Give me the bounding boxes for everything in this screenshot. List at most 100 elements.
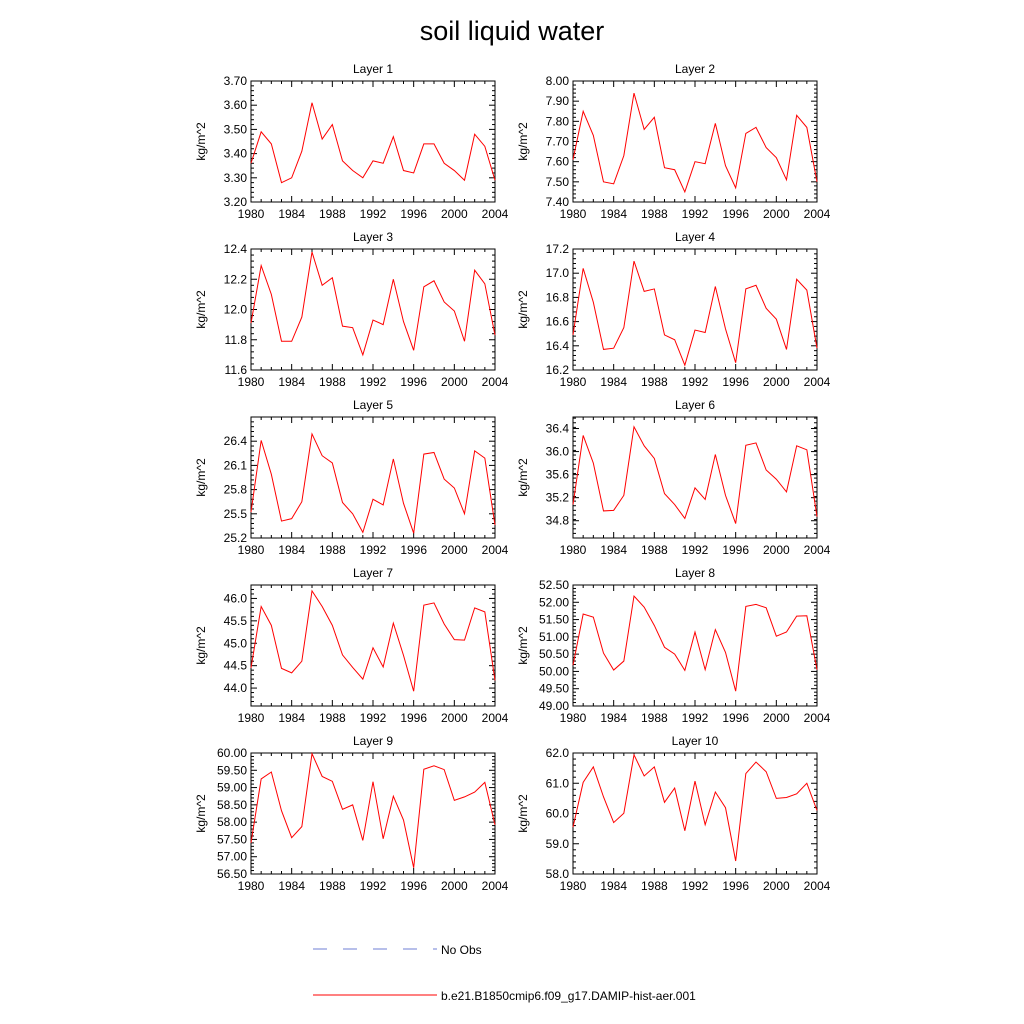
x-tick-label: 1988	[319, 375, 346, 389]
x-tick-label: 1984	[600, 879, 627, 893]
y-tick-label: 26.1	[224, 458, 248, 472]
x-tick-label: 1992	[682, 207, 709, 221]
y-axis-label: kg/m^2	[516, 626, 530, 665]
y-axis-label: kg/m^2	[194, 122, 208, 161]
y-tick-label: 16.6	[546, 315, 570, 329]
x-tick-label: 1988	[641, 543, 668, 557]
y-tick-label: 50.00	[539, 664, 569, 678]
x-tick-label: 1984	[278, 711, 305, 725]
series-line	[250, 251, 496, 357]
x-tick-label: 1992	[360, 879, 387, 893]
panel-title: Layer 7	[353, 566, 393, 580]
x-tick-label: 1984	[600, 543, 627, 557]
panel-title: Layer 10	[672, 734, 719, 748]
y-tick-label: 46.0	[224, 591, 248, 605]
y-tick-label: 49.50	[539, 682, 569, 696]
panel-layer-4: Layer 4 1980 1984 1988 1992 1996 2000 2004 16.2 1…	[516, 230, 831, 389]
series-line	[250, 102, 496, 184]
x-tick-label: 1996	[400, 375, 427, 389]
series-line	[572, 260, 818, 367]
x-tick-label: 2000	[441, 879, 468, 893]
panel-title: Layer 9	[353, 734, 393, 748]
y-tick-label: 17.0	[546, 266, 570, 280]
y-tick-label: 7.80	[546, 114, 570, 128]
x-tick-label: 1988	[641, 375, 668, 389]
y-tick-label: 12.2	[224, 272, 248, 286]
series-line	[250, 432, 496, 534]
y-tick-label: 7.70	[546, 135, 570, 149]
y-tick-label: 56.50	[217, 867, 247, 881]
y-tick-label: 3.70	[224, 74, 248, 88]
x-tick-label: 1988	[319, 207, 346, 221]
panel-title: Layer 6	[675, 398, 715, 412]
series-line	[250, 589, 496, 692]
series-line	[572, 753, 818, 862]
x-tick-label: 1996	[722, 375, 749, 389]
y-tick-label: 57.00	[217, 850, 247, 864]
panel-layer-2: Layer 2 1980 1984 1988 1992 1996 2000 2004 7.40 7…	[516, 62, 831, 221]
y-tick-label: 11.6	[225, 363, 248, 377]
panel-layer-9: Layer 9 1980 1984 1988 1992 1996 2000 2004 56.50…	[194, 734, 509, 893]
panel-layer-6: Layer 6 1980 1984 1988 1992 1996 2000 2004 34.8 3…	[516, 398, 831, 557]
y-tick-label: 34.8	[546, 514, 570, 528]
y-tick-label: 62.0	[546, 746, 570, 760]
y-tick-label: 12.4	[224, 242, 248, 256]
y-tick-label: 36.4	[546, 422, 570, 436]
y-tick-label: 58.00	[217, 815, 247, 829]
y-axis-label: kg/m^2	[194, 290, 208, 329]
y-tick-label: 44.0	[224, 681, 248, 695]
x-tick-label: 1988	[319, 711, 346, 725]
x-tick-label: 1996	[722, 879, 749, 893]
y-tick-label: 44.5	[224, 659, 248, 673]
y-tick-label: 52.50	[539, 578, 569, 592]
panel-layer-7: Layer 7 1980 1984 1988 1992 1996 2000 2004 44.0 4…	[194, 566, 509, 725]
panel-layer-1: Layer 1 1980 1984 1988 1992 1996 2000 2004 3.20 3…	[194, 62, 509, 221]
x-tick-label: 1996	[722, 543, 749, 557]
x-tick-label: 2000	[763, 543, 790, 557]
y-tick-label: 49.00	[539, 699, 569, 713]
x-tick-label: 1992	[682, 543, 709, 557]
y-tick-label: 7.60	[546, 155, 570, 169]
x-tick-label: 2000	[441, 375, 468, 389]
panel-title: Layer 5	[353, 398, 393, 412]
legend: No Obs b.e21.B1850cmip6.f09_g17.DAMIP-his…	[313, 943, 696, 1003]
x-tick-label: 1980	[560, 543, 587, 557]
y-tick-label: 3.50	[224, 122, 248, 136]
y-axis-label: kg/m^2	[194, 626, 208, 665]
y-tick-label: 3.60	[224, 98, 248, 112]
y-tick-label: 8.00	[546, 74, 570, 88]
x-tick-label: 1984	[600, 207, 627, 221]
y-tick-label: 59.50	[217, 763, 247, 777]
x-tick-label: 2000	[441, 207, 468, 221]
panel-layer-10: Layer 10 1980 1984 1988 1992 1996 2000 2004 58.0…	[516, 734, 831, 893]
y-axis-label: kg/m^2	[516, 458, 530, 497]
x-tick-label: 2004	[804, 543, 831, 557]
x-tick-label: 1984	[278, 207, 305, 221]
x-tick-label: 2004	[804, 711, 831, 725]
x-tick-label: 2000	[763, 375, 790, 389]
y-tick-label: 35.6	[546, 468, 570, 482]
y-tick-label: 3.20	[224, 195, 248, 209]
x-tick-label: 2000	[441, 711, 468, 725]
x-tick-label: 1984	[278, 879, 305, 893]
y-tick-label: 17.2	[546, 242, 570, 256]
y-tick-label: 16.8	[546, 290, 570, 304]
x-tick-label: 2004	[804, 879, 831, 893]
panel-title: Layer 8	[675, 566, 715, 580]
y-tick-label: 25.2	[224, 531, 248, 545]
x-tick-label: 1992	[682, 879, 709, 893]
x-tick-label: 1992	[682, 375, 709, 389]
x-tick-label: 2004	[482, 879, 509, 893]
x-tick-label: 1984	[600, 375, 627, 389]
x-tick-label: 1980	[560, 879, 587, 893]
panel-title: Layer 3	[353, 230, 393, 244]
x-tick-label: 1980	[560, 711, 587, 725]
y-tick-label: 3.40	[224, 147, 248, 161]
x-tick-label: 2000	[763, 207, 790, 221]
x-tick-label: 1980	[238, 543, 265, 557]
y-tick-label: 59.0	[546, 837, 570, 851]
y-tick-label: 7.90	[546, 94, 570, 108]
x-tick-label: 1988	[641, 711, 668, 725]
